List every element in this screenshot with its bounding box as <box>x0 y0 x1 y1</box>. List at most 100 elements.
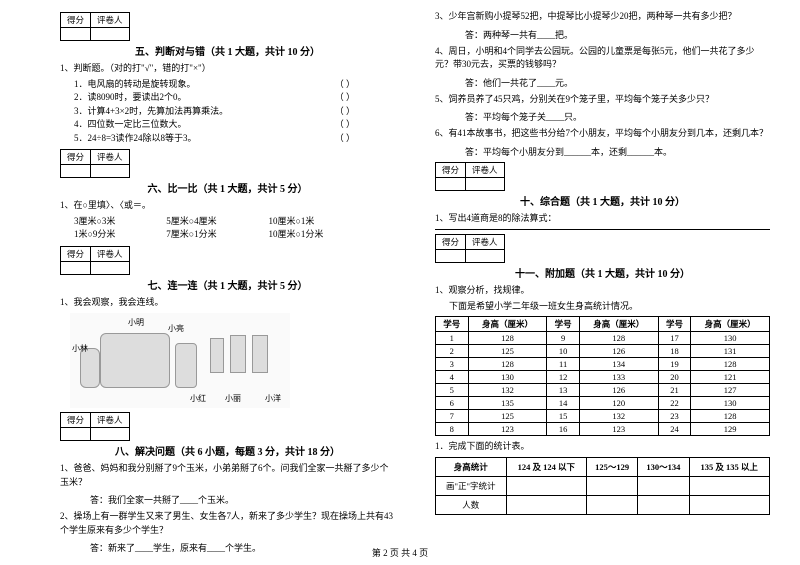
s5-i2-text: 2．读8090时，要读出2个0。 <box>74 92 187 102</box>
table-cell: 130 <box>691 397 770 410</box>
table-cell: 128 <box>691 410 770 423</box>
right-column: 3、少年宫新购小提琴52把，中提琴比小提琴少20把，两种琴一共有多少把？ 答：两… <box>435 8 770 540</box>
s8-q2: 2、操场上有一群学生又来了男生、女生各7人，新来了多少学生？现在操场上共有43个… <box>60 510 395 537</box>
paren: （ ） <box>335 132 355 146</box>
s11-sub: 下面是希望小学二年级一班女生身高统计情况。 <box>449 300 770 314</box>
table-cell: 6 <box>436 397 469 410</box>
s8-a1: 答：我们全家一共掰了____个玉米。 <box>90 493 395 506</box>
s7-illustration: 小明 小亮 小林 小红 小丽 小洋 <box>70 313 290 408</box>
stat-header-row: 身高统计 124 及 124 以下 125～129 130～134 135 及 … <box>436 457 770 476</box>
ra5: 答：平均每个笼子关____只。 <box>465 110 770 123</box>
s6-c: 3厘米○3米 <box>74 215 164 229</box>
grader-label: 评卷人 <box>91 246 130 261</box>
section-11-title: 十一、附加题（共 1 大题，共计 10 分） <box>435 265 770 280</box>
lbl: 小明 <box>128 317 144 328</box>
left-column: 得分 评卷人 五、判断对与错（共 1 大题，共计 10 分） 1、判断题。（对的… <box>60 8 395 540</box>
table-cell: 12 <box>547 371 580 384</box>
table-cell: 132 <box>579 410 658 423</box>
th: 135 及 135 以上 <box>689 457 770 476</box>
table-cell: 130 <box>691 332 770 345</box>
paren: （ ） <box>335 118 355 132</box>
paren: （ ） <box>335 105 355 119</box>
section-8-title: 八、解决问题（共 6 小题，每题 3 分，共计 18 分） <box>60 443 395 458</box>
rq6: 6、有41本故事书，把这些书分给7个小朋友，平均每个小朋友分到几本，还剩几本？ <box>435 127 770 141</box>
table-cell: 10 <box>547 345 580 358</box>
lbl: 小洋 <box>265 393 281 404</box>
section-7-title: 七、连一连（共 1 大题，共计 5 分） <box>60 277 395 292</box>
s6-row1: 3厘米○3米 5厘米○4厘米 10厘米○1米 <box>74 215 395 229</box>
s5-i4-text: 4．四位数一定比三位数大。 <box>74 119 187 129</box>
s5-i3-text: 3．计算4+3×2时，先算加法再算乘法。 <box>74 106 228 116</box>
paren: （ ） <box>335 78 355 92</box>
ra4: 答：他们一共花了____元。 <box>465 76 770 89</box>
score-box-8: 得分 评卷人 <box>60 412 395 441</box>
th: 130～134 <box>638 457 689 476</box>
rq5: 5、饲养员养了45只鸡，分别关在9个笼子里，平均每个笼子关多少只？ <box>435 93 770 107</box>
table-cell: 123 <box>579 423 658 436</box>
table-cell: 129 <box>691 423 770 436</box>
table-cell: 126 <box>579 345 658 358</box>
table-cell: 134 <box>579 358 658 371</box>
s5-i2: 2．读8090时，要读出2个0。（ ） <box>74 91 395 105</box>
stat-row-count: 人数 <box>436 495 770 514</box>
table-cell: 3 <box>436 358 469 371</box>
th: 身高统计 <box>436 457 507 476</box>
rq3: 3、少年宫新购小提琴52把，中提琴比小提琴少20把，两种琴一共有多少把？ <box>435 10 770 24</box>
table-cell: 8 <box>436 423 469 436</box>
score-box-11: 得分 评卷人 <box>435 234 770 263</box>
s5-i1-text: 1．电风扇的转动是旋转现象。 <box>74 79 196 89</box>
s6-c: 5厘米○4厘米 <box>166 215 266 229</box>
s6-c: 7厘米○1分米 <box>166 228 266 242</box>
table-cell: 23 <box>658 410 691 423</box>
s6-q1: 1、在○里填〉、〈或＝。 <box>60 199 395 213</box>
table-cell: 133 <box>579 371 658 384</box>
table-cell: 15 <box>547 410 580 423</box>
section-5-title: 五、判断对与错（共 1 大题，共计 10 分） <box>60 43 395 58</box>
s5-q1: 1、判断题。（对的打"√"，错的打"×"） <box>60 62 395 76</box>
th: 身高（厘米） <box>579 317 658 332</box>
answer-line-rule <box>435 229 770 230</box>
table-cell: 22 <box>658 397 691 410</box>
score-box-7: 得分 评卷人 <box>60 246 395 275</box>
s6-c: 10厘米○1分米 <box>269 229 324 239</box>
lbl: 小红 <box>190 393 206 404</box>
height-table: 学号 身高（厘米） 学号 身高（厘米） 学号 身高（厘米） 1128912817… <box>435 316 770 436</box>
grader-label: 评卷人 <box>91 413 130 428</box>
table-cell: 18 <box>658 345 691 358</box>
table-cell: 130 <box>468 371 547 384</box>
table-cell: 11 <box>547 358 580 371</box>
s6-c: 10厘米○1米 <box>269 216 315 226</box>
table-cell: 120 <box>579 397 658 410</box>
table-cell: 1 <box>436 332 469 345</box>
s8-q1: 1、爸爸、妈妈和我分别掰了9个玉米，小弟弟掰了6个。问我们全家一共掰了多少个玉米… <box>60 462 395 489</box>
score-label: 得分 <box>61 413 91 428</box>
s5-i3: 3．计算4+3×2时，先算加法再算乘法。 （ ） <box>74 105 395 119</box>
table-cell: 127 <box>691 384 770 397</box>
th: 124 及 124 以下 <box>506 457 586 476</box>
table-cell: 123 <box>468 423 547 436</box>
grader-label: 评卷人 <box>91 150 130 165</box>
table-cell: 2 <box>436 345 469 358</box>
section-6-title: 六、比一比（共 1 大题，共计 5 分） <box>60 180 395 195</box>
table-cell: 14 <box>547 397 580 410</box>
table-row: 71251513223128 <box>436 410 770 423</box>
table-cell: 4 <box>436 371 469 384</box>
th: 身高（厘米） <box>691 317 770 332</box>
score-box-6: 得分 评卷人 <box>60 149 395 178</box>
score-label: 得分 <box>61 246 91 261</box>
table-header-row: 学号 身高（厘米） 学号 身高（厘米） 学号 身高（厘米） <box>436 317 770 332</box>
s11-q1: 1、观察分析，找规律。 <box>435 284 770 298</box>
s5-i5: 5．24÷8=3读作24除以8等于3。（ ） <box>74 132 395 146</box>
page-container: 得分 评卷人 五、判断对与错（共 1 大题，共计 10 分） 1、判断题。（对的… <box>0 0 800 540</box>
table-cell: 128 <box>468 358 547 371</box>
ra6: 答：平均每个小朋友分到______本，还剩______本。 <box>465 145 770 158</box>
table-cell: 128 <box>691 358 770 371</box>
table-cell: 24 <box>658 423 691 436</box>
table-row: 41301213320121 <box>436 371 770 384</box>
rq4: 4、周日，小明和4个同学去公园玩。公园的儿童票是每张5元，他们一共花了多少元？带… <box>435 45 770 72</box>
table-cell: 20 <box>658 371 691 384</box>
grader-label: 评卷人 <box>466 162 505 177</box>
table-cell: 125 <box>468 345 547 358</box>
table-row: 51321312621127 <box>436 384 770 397</box>
s6-row2: 1米○9分米 7厘米○1分米 10厘米○1分米 <box>74 228 395 242</box>
